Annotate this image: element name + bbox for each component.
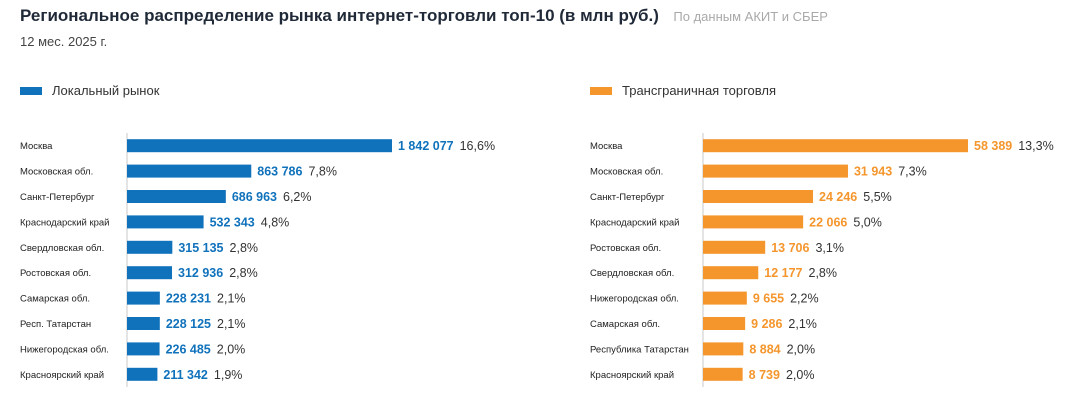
value-label: 312 936 [178,266,223,280]
share-label: 5,5% [863,190,892,204]
category-label: Санкт-Петербург [590,192,665,203]
category-label: Краснодарский край [590,217,679,228]
share-label: 2,0% [787,342,816,356]
bar [703,164,848,178]
source-note: По данным АКИТ и СБЕР [673,9,828,24]
category-label: Красноярский край [590,370,674,381]
category-label: Ростовская обл. [590,243,661,254]
share-label: 2,0% [786,368,815,382]
category-label: Ростовская обл. [20,268,91,279]
category-label: Самарская обл. [20,294,90,305]
category-label: Москва [20,141,53,152]
bar [127,240,173,254]
chart-title: Региональное распределение рынка интерне… [20,6,659,25]
value-label: 24 246 [819,190,857,204]
category-label: Нижегородская обл. [590,294,679,305]
bar [127,190,226,203]
value-label: 12 177 [764,266,802,280]
legend-swatch-local [20,86,42,95]
category-label: Краснодарский край [20,217,109,228]
bar [703,240,766,254]
cross-border-chart: Москва 58 389 13,3% Московская обл. 31 943 7,… [590,133,1054,387]
bar [703,215,804,229]
bar [127,317,160,330]
share-label: 2,8% [229,266,258,280]
share-label: 3,1% [815,241,844,255]
value-label: 228 231 [166,292,211,306]
legend-swatch-cross [590,86,612,95]
bar [127,215,204,229]
bar [703,342,744,356]
share-label: 1,9% [214,368,243,382]
share-label: 6,2% [283,190,312,204]
share-label: 2,0% [217,342,246,356]
share-label: 16,6% [460,139,495,153]
value-label: 9 286 [751,317,782,331]
bar [703,266,759,280]
value-label: 58 389 [974,139,1012,153]
value-label: 9 655 [753,292,784,306]
value-label: 211 342 [163,368,208,382]
value-label: 863 786 [257,165,302,179]
bar [127,164,252,178]
category-label: Санкт-Петербург [20,192,95,203]
legend-cross: Трансграничная торговля [590,83,776,98]
share-label: 7,3% [898,165,927,179]
bar [703,367,743,381]
share-label: 4,8% [261,215,290,229]
value-label: 686 963 [232,190,277,204]
category-label: Нижегородская обл. [20,344,109,355]
share-label: 2,8% [230,241,259,255]
bar [703,317,746,330]
bar [703,291,747,305]
share-label: 2,1% [217,292,246,306]
value-label: 226 485 [166,342,211,356]
value-label: 8 739 [749,368,780,382]
value-label: 1 842 077 [398,139,454,153]
value-label: 228 125 [166,317,211,331]
legend-local: Локальный рынок [20,83,159,98]
bar [703,190,814,203]
share-label: 7,8% [308,165,337,179]
value-label: 315 135 [178,241,223,255]
bar [127,139,392,153]
value-label: 532 343 [210,215,255,229]
chart-header: Региональное распределение рынка интерне… [20,6,828,26]
share-label: 2,1% [788,317,817,331]
share-label: 5,0% [853,215,882,229]
value-label: 8 884 [749,342,780,356]
bar [127,266,173,280]
category-label: Самарская обл. [590,319,660,330]
bar [127,342,160,356]
bar [127,367,158,381]
legend-label-cross: Трансграничная торговля [622,83,777,98]
category-label: Москва [590,141,623,152]
bar [127,291,160,305]
category-label: Свердловская обл. [590,268,674,279]
category-label: Республика Татарстан [590,344,689,355]
category-label: Московская обл. [20,167,93,178]
local-market-chart: Москва 1 842 077 16,6% Московская обл. 863 7… [20,133,495,387]
share-label: 2,1% [217,317,246,331]
legend-label-local: Локальный рынок [52,83,160,98]
share-label: 2,2% [790,292,819,306]
period-subtitle: 12 мес. 2025 г. [20,34,108,49]
category-label: Красноярский край [20,370,104,381]
share-label: 2,8% [809,266,838,280]
category-label: Свердловская обл. [20,243,104,254]
value-label: 13 706 [771,241,809,255]
value-label: 31 943 [854,165,892,179]
bar [703,139,968,153]
value-label: 22 066 [809,215,847,229]
category-label: Респ. Татарстан [20,319,91,330]
share-label: 13,3% [1018,139,1053,153]
category-label: Московская обл. [590,167,663,178]
